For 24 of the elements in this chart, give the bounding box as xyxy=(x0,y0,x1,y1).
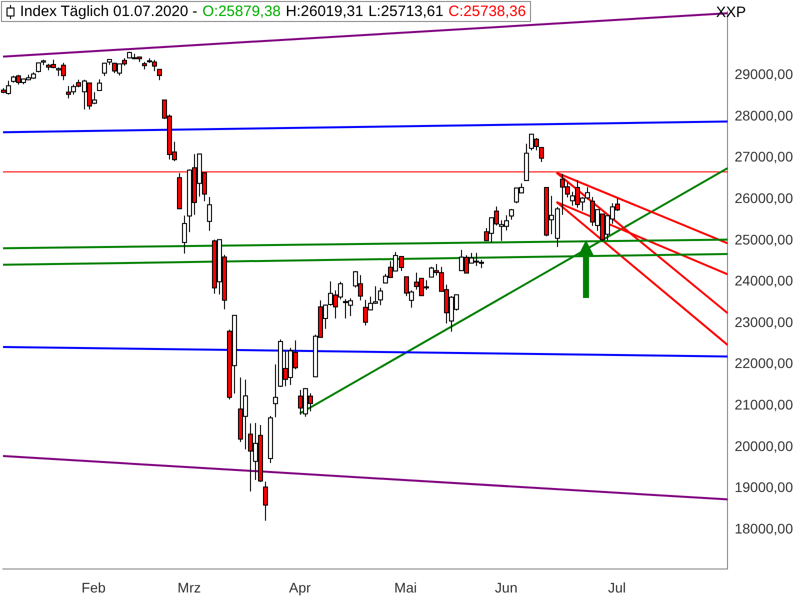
y-tick-label: 23000,00 xyxy=(734,314,794,330)
y-tick-label: 29000,00 xyxy=(734,66,794,82)
y-tick-label: 24000,00 xyxy=(734,272,794,289)
annotation: H:26019,31 xyxy=(286,3,364,20)
x-tick-label: Mrz xyxy=(178,579,201,596)
x-tick-label: Jun xyxy=(494,579,518,596)
y-tick-label: 20000,00 xyxy=(734,438,794,454)
x-tick-label: Feb xyxy=(82,579,106,596)
y-tick-label: 25000,00 xyxy=(734,231,794,248)
y-tick-label: 22000,00 xyxy=(734,355,794,372)
annotation: C:25738,36 xyxy=(448,3,526,20)
x-tick-label: Mai xyxy=(394,579,417,596)
y-tick-label: 26000,00 xyxy=(734,190,794,206)
y-tick-label: 18000,00 xyxy=(734,520,794,536)
x-tick-label: Jul xyxy=(608,579,626,596)
y-tick-label: 27000,00 xyxy=(734,148,794,165)
y-tick-label: 21000,00 xyxy=(734,396,794,412)
chart-title: Index Täglich 01.07.2020 - xyxy=(20,3,198,20)
x-tick-label: Apr xyxy=(288,579,312,596)
annotation: O:25879,38 xyxy=(202,3,281,20)
annotation: L:25713,61 xyxy=(368,3,444,20)
y-tick-label: 28000,00 xyxy=(734,107,794,124)
annotation: XXP xyxy=(716,4,746,21)
y-tick-label: 19000,00 xyxy=(734,479,794,496)
